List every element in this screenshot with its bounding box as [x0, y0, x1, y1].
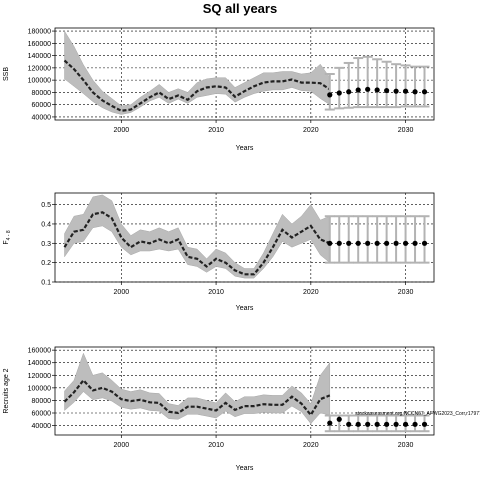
- historic-median-line: [63, 211, 331, 276]
- x-tick-label: 2030: [398, 127, 414, 134]
- y-tick-label: 180000: [28, 29, 51, 36]
- projection-point: [327, 420, 333, 426]
- projection-point: [421, 89, 428, 95]
- projection-point: [327, 92, 333, 98]
- panel-1: 2000 2010 2020 2030 40000 60000 80000 100000 120…: [3, 27, 435, 152]
- panel-2: 2000 2010 2020 2030 0.1 0.2 0.3 0.4 0.5 Years F4 -…: [3, 192, 435, 312]
- x-tick-label: 2000: [114, 442, 130, 449]
- y-tick-label: 0.5: [41, 202, 51, 209]
- historic-median-line: [63, 59, 331, 112]
- projection-point: [374, 421, 380, 427]
- projection-point: [393, 240, 399, 246]
- x-tick-label: 2020: [303, 127, 319, 134]
- projection-point: [412, 421, 418, 427]
- y-tick-label: 100000: [28, 78, 51, 85]
- projection-point: [412, 240, 418, 246]
- y-tick-label: 80000: [32, 398, 52, 405]
- y-tick-label: 60000: [32, 102, 52, 109]
- projection-point: [402, 88, 409, 94]
- figure-title: SQ all years: [203, 1, 277, 16]
- y-tick-label: 40000: [32, 114, 52, 121]
- projection-point: [384, 240, 390, 246]
- y-tick-label: 160000: [28, 41, 51, 48]
- projection-point: [374, 87, 380, 93]
- y-axis-label-subscript: 4 - 8: [6, 230, 12, 240]
- panel-3: 2000 2010 2020 2030 40000 60000 80000 100000 120…: [3, 346, 480, 472]
- projection-point: [384, 87, 390, 94]
- plot-frame: [54, 27, 435, 121]
- x-axis-label: Years: [236, 305, 254, 312]
- y-tick-label: 40000: [32, 423, 52, 430]
- projection-point: [402, 240, 409, 246]
- source-annotation: stockassessment.org,NCCN67_AFWG2023_Corr…: [355, 411, 480, 417]
- projection-point: [346, 240, 352, 246]
- y-tick-label: 100000: [28, 385, 51, 392]
- projection-point: [355, 421, 361, 427]
- y-tick-label: 140000: [28, 360, 51, 367]
- y-tick-label: 60000: [32, 411, 52, 418]
- projection-point: [336, 416, 342, 422]
- projection-point: [393, 88, 399, 94]
- historic-median-line: [63, 378, 331, 417]
- projection-point: [327, 240, 333, 246]
- x-tick-label: 2030: [398, 289, 414, 296]
- y-axis-label: F4 - 8: [3, 230, 12, 245]
- projection-point: [412, 89, 418, 95]
- plot-frame: [54, 346, 435, 436]
- projection-point: [365, 240, 371, 246]
- y-tick-label: 0.3: [41, 241, 51, 248]
- y-tick-label: 140000: [28, 53, 51, 60]
- x-tick-label: 2010: [208, 289, 224, 296]
- x-axis-label: Years: [236, 145, 254, 152]
- projection-point: [365, 421, 371, 427]
- projection-point: [346, 89, 352, 95]
- x-axis-label: Years: [236, 465, 254, 472]
- projection-point: [355, 87, 361, 93]
- projection-point: [421, 240, 428, 246]
- y-tick-label: 120000: [28, 65, 51, 72]
- y-tick-label: 0.4: [41, 221, 51, 228]
- x-tick-label: 2000: [114, 289, 130, 296]
- x-tick-label: 2010: [208, 127, 224, 134]
- x-tick-label: 2010: [208, 442, 224, 449]
- projection-point: [365, 86, 371, 92]
- projection-point: [374, 240, 380, 246]
- x-tick-label: 2030: [398, 442, 414, 449]
- projection-point: [384, 421, 390, 427]
- projection-point: [402, 421, 409, 427]
- projection-point: [336, 240, 342, 246]
- y-axis-label: Recruits age 2: [3, 368, 10, 413]
- projection-point: [393, 421, 399, 427]
- projection-point: [346, 421, 352, 427]
- y-tick-label: 160000: [28, 348, 51, 355]
- projection-point: [336, 90, 342, 96]
- y-tick-label: 0.2: [41, 260, 51, 267]
- x-tick-label: 2020: [303, 442, 319, 449]
- plot-frame: [54, 192, 435, 283]
- y-tick-label: 0.1: [41, 280, 51, 287]
- projection-point: [421, 421, 428, 427]
- y-tick-label: 120000: [28, 373, 51, 380]
- x-tick-label: 2020: [303, 289, 319, 296]
- projection-point: [355, 240, 361, 246]
- y-tick-label: 80000: [32, 90, 52, 97]
- x-tick-label: 2000: [114, 127, 130, 134]
- y-axis-label: SSB: [3, 67, 10, 81]
